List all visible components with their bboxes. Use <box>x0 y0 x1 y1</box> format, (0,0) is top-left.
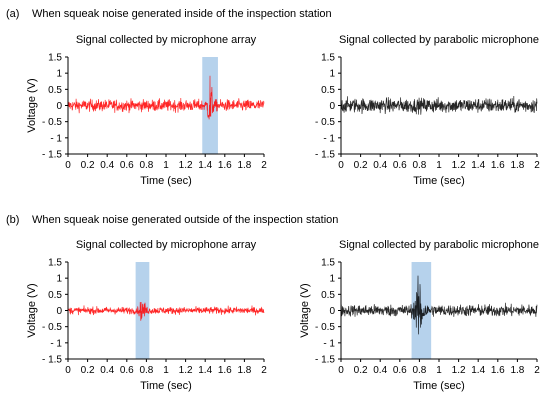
panel-b-chart-2-y-tick-label: 0 <box>329 306 335 317</box>
panel-a-chart-1-x-axis-label: Time (sec) <box>140 175 192 187</box>
panel-a-chart-1-x-tick-label: 0 <box>65 160 71 171</box>
panel-b-chart-2-y-tick-label: - 1 <box>323 338 335 349</box>
panel-a-chart-2-x-axis-label: Time (sec) <box>413 175 465 187</box>
panel-a-chart-2-y-tick-label: - 1.5 <box>315 150 335 161</box>
panel-b-chart-2-y-tick-label: - 0.5 <box>315 322 335 333</box>
panel-b-chart-2-x-tick-label: 1 <box>436 365 442 376</box>
panel-b-chart-2-x-tick-label: 2 <box>534 365 540 376</box>
panel-a-chart-2-x-tick-label: 0 <box>338 160 344 171</box>
panel-b-chart-2-x-tick-label: 0 <box>338 365 344 376</box>
panel-a-chart-1-y-tick-label: 1.5 <box>48 53 62 64</box>
panel-a-chart-2-y-tick-label: - 0.5 <box>315 117 335 128</box>
panel-b-chart-2-x-tick-label: 1.2 <box>452 365 466 376</box>
panel-b-chart-1-signal-trace <box>67 301 265 321</box>
panel-a-chart-1-x-tick-label: 1.4 <box>198 160 212 171</box>
panel-a-chart-2-x-tick-label: 1.6 <box>491 160 505 171</box>
panel-b-chart-2-y-tick-label: 0.5 <box>321 290 335 301</box>
panel-a-chart-1-x-tick-label: 0.4 <box>100 160 114 171</box>
panel-b-chart-1-y-tick-label: - 1 <box>50 338 62 349</box>
panel-a-caption: (a) When squeak noise generated inside of… <box>6 8 332 20</box>
panel-a-chart-2-signal-trace <box>340 95 538 115</box>
panel-b-caption-text: When squeak noise generated outside of t… <box>32 214 339 226</box>
panel-b-chart-2-x-tick-label: 1.4 <box>471 365 485 376</box>
panel-b-chart-1-title: Signal collected by microphone array <box>76 239 257 251</box>
panel-b-chart-2-x-tick-label: 0.8 <box>412 365 426 376</box>
panel-b-chart-1-y-axis-label: Voltage (V) <box>26 283 38 337</box>
panel-b-caption: (b) When squeak noise generated outside o… <box>6 214 338 226</box>
panel-b-chart-2-signal-trace <box>340 275 538 335</box>
panel-b-chart-1-y-tick-label: - 1.5 <box>42 355 62 366</box>
panel-a-chart-2-x-tick-label: 0.8 <box>412 160 426 171</box>
panel-b-chart-1-x-tick-label: 0.6 <box>120 365 134 376</box>
panel-a-tag: (a) <box>6 8 20 20</box>
panel-a-chart-2-y-tick-label: - 1 <box>323 133 335 144</box>
panel-a-chart-1-y-tick-label: 1 <box>56 69 62 80</box>
panel-a-chart-2-title: Signal collected by parabolic microphone <box>339 34 539 46</box>
panel-a-chart-1-x-tick-label: 0.8 <box>139 160 153 171</box>
panel-b-chart-2-x-tick-label: 0.6 <box>393 365 407 376</box>
panel-b-chart-1-y-tick-label: 0 <box>56 306 62 317</box>
panel-b-chart-2-x-tick-label: 0.2 <box>354 365 368 376</box>
panel-b-chart-1-x-tick-label: 1 <box>163 365 169 376</box>
panel-a-chart-2-x-tick-label: 0.2 <box>354 160 368 171</box>
panel-a-chart-1-y-tick-label: - 1.5 <box>42 150 62 161</box>
panel-b-chart-1-x-tick-label: 0.8 <box>139 365 153 376</box>
panel-a-chart-1-y-tick-label: - 0.5 <box>42 117 62 128</box>
panel-a-chart-1-title: Signal collected by microphone array <box>76 34 257 46</box>
panel-a-chart-1-y-tick-label: 0.5 <box>48 85 62 96</box>
panel-b-chart-1-x-tick-label: 0.4 <box>100 365 114 376</box>
panel-b-chart-1-x-tick-label: 0.2 <box>81 365 95 376</box>
panel-a-chart-2-x-tick-label: 0.4 <box>373 160 387 171</box>
panel-b-chart-1-y-tick-label: 1 <box>56 274 62 285</box>
panel-a-chart-2-y-tick-label: 1 <box>329 69 335 80</box>
panel-a-chart-1-y-tick-label: 0 <box>56 101 62 112</box>
panel-b-chart-2-y-axis-label: Voltage (V) <box>299 283 311 337</box>
panel-b-chart-1-x-axis-label: Time (sec) <box>140 380 192 392</box>
panel-a-chart-1-x-tick-label: 0.2 <box>81 160 95 171</box>
panel-b-chart-2-y-tick-label: - 1.5 <box>315 355 335 366</box>
panel-a-chart-2-x-tick-label: 0.6 <box>393 160 407 171</box>
panel-b-chart-2-title: Signal collected by parabolic microphone <box>339 239 539 251</box>
panel-a-chart-2-x-tick-label: 1.4 <box>471 160 485 171</box>
panel-b-chart-2-x-tick-label: 1.8 <box>510 365 524 376</box>
panel-b-chart-2-y-tick-label: 1 <box>329 274 335 285</box>
panel-b-chart-2-y-tick-label: 1.5 <box>321 258 335 269</box>
panel-a-chart-1-y-axis-label: Voltage (V) <box>26 78 38 132</box>
panel-a-caption-text: When squeak noise generated inside of th… <box>32 8 332 20</box>
panel-a-chart-2-y-tick-label: 0 <box>329 101 335 112</box>
panel-a-chart-2-y-tick-label: 0.5 <box>321 85 335 96</box>
panel-a-chart-1-signal-trace <box>67 75 265 120</box>
panel-a-chart-2-y-tick-label: 1.5 <box>321 53 335 64</box>
panel-b-chart-2-x-tick-label: 1.6 <box>491 365 505 376</box>
panel-b-chart-1-x-tick-label: 0 <box>65 365 71 376</box>
panel-b-tag: (b) <box>6 214 20 226</box>
panel-b-chart-1-y-tick-label: - 0.5 <box>42 322 62 333</box>
panel-b-chart-1-x-tick-label: 1.6 <box>218 365 232 376</box>
panel-a-chart-2-x-tick-label: 1.8 <box>510 160 524 171</box>
panel-b-chart-1-x-tick-label: 1.8 <box>237 365 251 376</box>
panel-a-chart-1-x-tick-label: 1.2 <box>179 160 193 171</box>
panel-a-chart-1-x-tick-label: 1 <box>163 160 169 171</box>
panel-b-chart-1-x-tick-label: 1.4 <box>198 365 212 376</box>
panel-b-chart-2-x-tick-label: 0.4 <box>373 365 387 376</box>
panel-a-chart-2-x-tick-label: 1.2 <box>452 160 466 171</box>
panel-a-chart-1-x-tick-label: 1.8 <box>237 160 251 171</box>
panel-a-chart-1-x-tick-label: 1.6 <box>218 160 232 171</box>
panel-b-chart-1-y-tick-label: 1.5 <box>48 258 62 269</box>
panel-a-chart-1-y-tick-label: - 1 <box>50 133 62 144</box>
panel-b-chart-1-y-tick-label: 0.5 <box>48 290 62 301</box>
panel-a-chart-2-x-tick-label: 1 <box>436 160 442 171</box>
panel-a-chart-1-x-tick-label: 0.6 <box>120 160 134 171</box>
panel-b-chart-1-x-tick-label: 2 <box>261 365 267 376</box>
panel-b-chart-1-x-tick-label: 1.2 <box>179 365 193 376</box>
panel-a-chart-1-x-tick-label: 2 <box>261 160 267 171</box>
panel-b-chart-2-x-axis-label: Time (sec) <box>413 380 465 392</box>
panel-a-chart-2-x-tick-label: 2 <box>534 160 540 171</box>
